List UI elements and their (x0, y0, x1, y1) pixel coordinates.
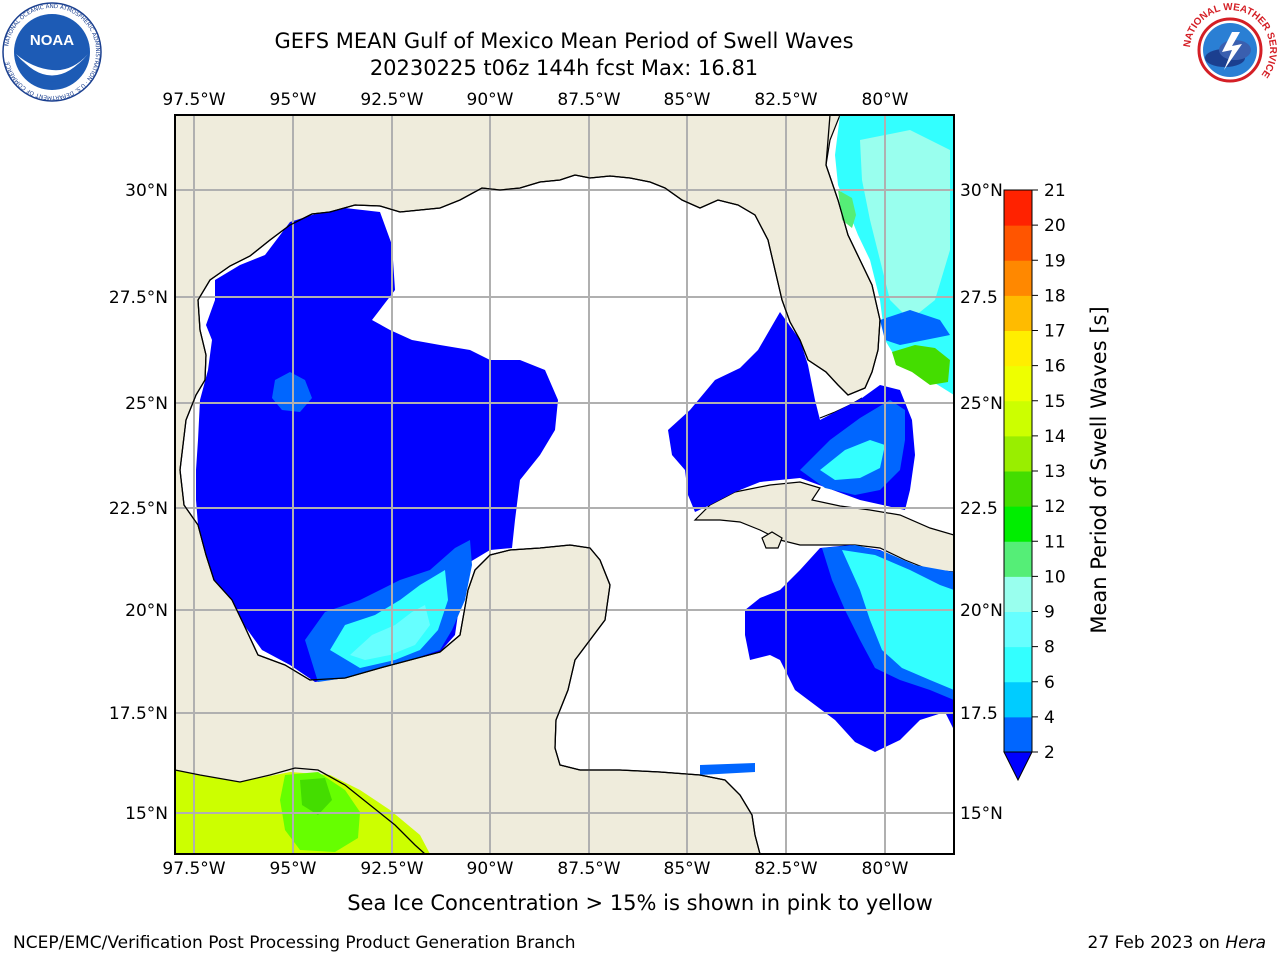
noaa-logo-text: NOAA (30, 32, 74, 49)
gridlines (175, 115, 954, 854)
axis-labels: 97.5°W 95°W 92.5°W 90°W 87.5°W 85°W 82.5… (109, 90, 1003, 879)
lat-label-left: 20°N (125, 601, 168, 621)
lon-label-top: 92.5°W (360, 90, 423, 110)
colorbar-tick-label: 16 (1044, 357, 1066, 377)
coastline-pacific (175, 767, 426, 854)
colorbar-tick-label: 4 (1044, 708, 1055, 728)
lat-label-right: 15°N (960, 804, 1003, 824)
colorbar-band (1004, 400, 1032, 437)
colorbar-band (1004, 716, 1032, 753)
colorbar-tick-label: 20 (1044, 216, 1066, 236)
lon-label-bottom: 82.5°W (754, 859, 817, 879)
map-title: GEFS MEAN Gulf of Mexico Mean Period of … (274, 29, 854, 53)
land-isle-of-youth (761, 531, 783, 549)
map-subtitle: 20230225 t06z 144h fcst Max: 16.81 (369, 56, 759, 80)
nws-logo: NATIONAL WEATHER SERVICE (1182, 2, 1278, 98)
colorbar-band (1004, 611, 1032, 648)
noaa-logo: NOAA NATIONAL OCEANIC AND ATMOSPHERIC AD… (2, 2, 102, 102)
lon-label-bottom: 87.5°W (557, 859, 620, 879)
lat-label-right: 17.5 (960, 704, 998, 724)
footer-credit: NCEP/EMC/Verification Post Processing Pr… (13, 933, 576, 953)
lon-label-top: 80°W (862, 90, 909, 110)
colorbar-tick-label: 2 (1044, 743, 1055, 763)
field-atlantic-10s (838, 190, 856, 228)
lon-label-top: 82.5°W (754, 90, 817, 110)
colorbar-tick-label: 12 (1044, 497, 1066, 517)
field-atlantic-11s (892, 345, 950, 385)
colorbar-tick-label: 18 (1044, 286, 1066, 306)
field-west-gulf-6s (330, 570, 448, 668)
colorbar-band (1004, 190, 1032, 226)
coastline-mainland (179, 115, 881, 854)
lat-label-left: 30°N (125, 181, 168, 201)
colorbar-tick-label: 17 (1044, 322, 1066, 342)
colorbar-under-triangle (1003, 751, 1033, 782)
colorbar-tick-label: 8 (1044, 638, 1055, 658)
field-atlantic-8s (860, 130, 950, 320)
colorbar-band (1004, 435, 1032, 472)
colorbar-tick-label: 10 (1044, 567, 1066, 587)
lon-label-top: 90°W (467, 90, 514, 110)
colorbar-tick-label: 9 (1044, 603, 1055, 623)
colorbar-tick-label: 21 (1044, 181, 1066, 201)
footer-date: 27 Feb 2023 on Hera (1088, 933, 1266, 953)
colorbar-tick-label: 11 (1044, 532, 1066, 552)
lon-label-top: 97.5°W (162, 90, 225, 110)
lat-label-right: 20°N (960, 601, 1003, 621)
lat-label-left: 17.5°N (109, 704, 168, 724)
lon-label-top: 87.5°W (557, 90, 620, 110)
lon-label-bottom: 85°W (664, 859, 711, 879)
colorbar-tick-label: 19 (1044, 251, 1066, 271)
lon-label-bottom: 80°W (862, 859, 909, 879)
field-pacific-10s (300, 778, 332, 815)
map-area (175, 115, 954, 854)
sea-ice-note: Sea Ice Concentration > 15% is shown in … (347, 891, 933, 915)
colorbar-tick-label: 13 (1044, 462, 1066, 482)
colorbar-band (1004, 646, 1032, 683)
colorbar-band (1004, 576, 1032, 612)
colorbar: 2 4 6 8 9 10 11 12 13 14 15 16 17 18 19 20 21 (1003, 181, 1066, 782)
colorbar-band (1004, 681, 1032, 718)
lat-label-right: 30°N (960, 181, 1003, 201)
colorbar-band (1004, 260, 1032, 296)
footer-date-text: 27 Feb 2023 on (1087, 933, 1226, 953)
lon-label-bottom: 90°W (467, 859, 514, 879)
colorbar-band (1004, 330, 1032, 367)
lat-label-right: 25°N (960, 394, 1003, 414)
lon-label-bottom: 97.5°W (162, 859, 225, 879)
lat-label-left: 25°N (125, 394, 168, 414)
colorbar-band (1004, 225, 1032, 261)
colorbar-band (1004, 471, 1032, 507)
colorbar-band (1004, 541, 1032, 577)
lat-label-right: 27.5 (960, 288, 998, 308)
lat-label-left: 22.5°N (109, 499, 168, 519)
colorbar-band (1004, 506, 1032, 542)
lon-label-top: 85°W (664, 90, 711, 110)
colorbar-label: Mean Period of Swell Waves [s] (1087, 306, 1111, 633)
field-atlantic-4s (880, 310, 950, 345)
colorbar-tick-label: 15 (1044, 392, 1066, 412)
field-caribbean-6s (842, 550, 954, 690)
lon-label-bottom: 95°W (270, 859, 317, 879)
swell-period-field (175, 115, 954, 854)
lat-label-right: 22.5 (960, 499, 998, 519)
footer-host: Hera (1225, 933, 1266, 953)
colorbar-tick-label: 14 (1044, 427, 1066, 447)
colorbar-band (1004, 365, 1032, 402)
lon-label-bottom: 92.5°W (360, 859, 423, 879)
lat-label-left: 15°N (125, 804, 168, 824)
colorbar-band (1004, 295, 1032, 331)
field-honduras-spot (700, 763, 755, 775)
field-west-gulf-8s (350, 605, 430, 660)
field-east-gulf-6s (820, 440, 885, 480)
lat-label-left: 27.5°N (109, 288, 168, 308)
lon-label-top: 95°W (270, 90, 317, 110)
colorbar-tick-label: 6 (1044, 673, 1055, 693)
map-frame (174, 114, 955, 855)
